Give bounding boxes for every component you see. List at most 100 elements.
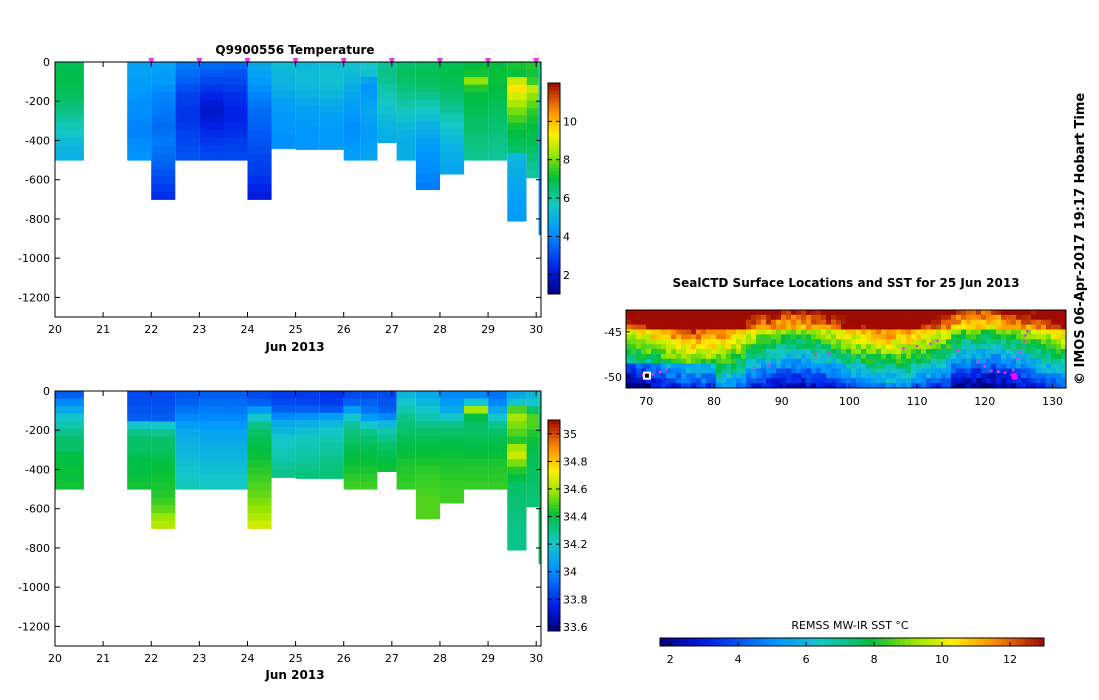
sst-cell xyxy=(996,329,1002,335)
sst-cell xyxy=(676,324,682,330)
sst-cell xyxy=(726,368,732,374)
salinity-plot-frame xyxy=(54,390,542,647)
sst-colorbar-segment xyxy=(698,638,704,646)
sst-colorbar-segment xyxy=(900,638,906,646)
sst-cell xyxy=(1041,378,1047,384)
section-cell xyxy=(175,152,200,161)
sst-cell xyxy=(976,368,982,374)
y-tick-label: -600 xyxy=(25,174,50,187)
y-tick-label: -1000 xyxy=(18,252,50,265)
section-cell xyxy=(151,482,176,491)
sst-cell xyxy=(706,353,712,360)
sst-cell xyxy=(681,363,687,369)
section-cell xyxy=(526,139,539,148)
map-x-tick-label: 90 xyxy=(775,395,789,408)
sst-cell xyxy=(861,358,867,365)
sst-colorbar-segment xyxy=(962,638,968,646)
sst-cell xyxy=(831,310,837,316)
section-cell xyxy=(223,114,248,123)
section-cell xyxy=(396,137,416,146)
sst-cell xyxy=(996,334,1002,340)
sst-cell xyxy=(936,373,942,379)
sst-cell xyxy=(651,373,657,379)
section-cell xyxy=(127,421,152,430)
sst-cell xyxy=(796,324,802,330)
section-cell xyxy=(526,406,539,415)
section-cell xyxy=(295,62,320,70)
sst-cell xyxy=(821,334,827,340)
sst-cell xyxy=(1031,358,1037,365)
sst-cell xyxy=(716,358,722,365)
sst-cell xyxy=(946,349,952,355)
sst-cell xyxy=(1056,329,1062,335)
sst-cell xyxy=(816,344,822,350)
section-cell xyxy=(343,99,361,108)
sst-cell xyxy=(1036,319,1042,326)
sst-cell xyxy=(821,344,827,350)
sst-cell xyxy=(1051,383,1057,389)
section-cell xyxy=(175,443,200,452)
sst-cell xyxy=(651,368,657,374)
sst-cell xyxy=(676,319,682,326)
sst-cell xyxy=(801,378,807,384)
sst-cell xyxy=(681,329,687,335)
sst-cell xyxy=(971,324,977,330)
section-cell xyxy=(199,122,224,131)
sst-cell xyxy=(1056,314,1062,321)
sst-cell xyxy=(946,319,952,326)
sst-cell xyxy=(951,329,957,335)
section-cell xyxy=(247,436,272,445)
sst-cell xyxy=(951,314,957,321)
sst-cell xyxy=(876,310,882,316)
sst-cell xyxy=(831,378,837,384)
section-cell xyxy=(175,466,200,475)
section-cell xyxy=(199,466,224,475)
sst-cell xyxy=(1031,373,1037,379)
sst-cell xyxy=(1036,344,1042,350)
sst-colorbar-tick-label: 8 xyxy=(871,653,878,666)
sst-cell xyxy=(1026,329,1032,335)
section-cell xyxy=(360,114,378,123)
section-cell xyxy=(507,152,527,161)
colorbar-segment xyxy=(548,606,560,611)
sst-cell xyxy=(631,349,637,355)
sst-cell xyxy=(846,378,852,384)
colorbar-segment xyxy=(548,581,560,586)
sst-cell xyxy=(856,358,862,365)
sst-cell xyxy=(816,329,822,335)
section-cell xyxy=(507,534,527,543)
sst-cell xyxy=(881,373,887,379)
temperature-section xyxy=(55,62,541,236)
sst-cell xyxy=(961,324,967,330)
track-point xyxy=(827,352,831,355)
sst-cell xyxy=(956,314,962,321)
section-cell xyxy=(396,481,416,490)
sst-cell xyxy=(986,373,992,379)
sst-cell xyxy=(931,310,937,316)
section-cell xyxy=(396,443,416,452)
sst-colorbar-segment xyxy=(669,638,675,646)
section-cell xyxy=(271,141,296,149)
section-cell xyxy=(360,428,378,437)
section-cell xyxy=(343,129,361,138)
section-cell xyxy=(415,159,440,168)
sst-cell xyxy=(826,358,832,365)
section-cell xyxy=(507,77,527,86)
sst-cell xyxy=(1021,378,1027,384)
sst-cell xyxy=(656,363,662,369)
section-cell xyxy=(199,152,224,161)
sst-cell xyxy=(966,339,972,345)
colorbar-segment xyxy=(548,465,560,470)
sst-cell xyxy=(771,383,777,389)
colorbar-segment xyxy=(548,209,560,214)
section-cell xyxy=(127,145,152,154)
section-cell xyxy=(526,391,539,400)
colorbar-segment xyxy=(548,451,560,456)
section-cell xyxy=(295,420,320,428)
section-cell xyxy=(415,77,440,86)
sst-colorbar-segment xyxy=(909,638,915,646)
sst-cell xyxy=(1051,349,1057,355)
sst-cell xyxy=(831,339,837,345)
section-cell xyxy=(319,420,344,428)
sst-cell xyxy=(1026,314,1032,321)
